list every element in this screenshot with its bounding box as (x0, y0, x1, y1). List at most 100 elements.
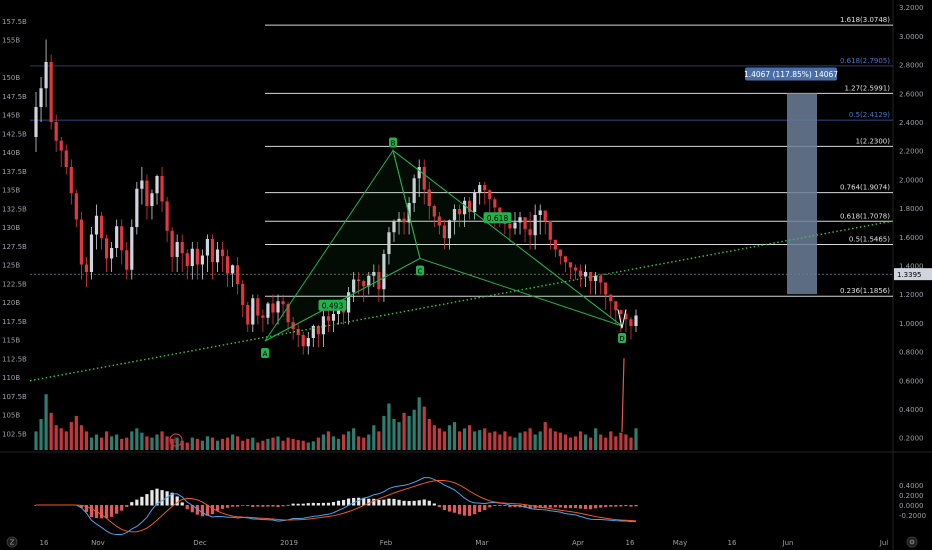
macd-histogram-bar (367, 498, 371, 506)
macd-tick-label: 0.0000 (899, 502, 924, 510)
macd-histogram-bar (553, 505, 557, 508)
macd-histogram-bar (629, 505, 633, 507)
event-marker-label: E (174, 437, 178, 445)
candle-body (523, 217, 527, 230)
macd-histogram-bar (437, 505, 441, 508)
macd-histogram-bar (624, 505, 628, 507)
price-tick-label: 150B (2, 74, 20, 82)
volume-bar (548, 428, 552, 450)
volume-bar (407, 415, 411, 450)
settings-icon (906, 536, 918, 548)
price-tick-label: 155B (2, 37, 20, 45)
volume-bar (44, 394, 48, 450)
fib-level-label: 0.764(1.9074) (840, 184, 890, 192)
candle-body (44, 62, 48, 89)
macd-histogram-bar (301, 503, 305, 506)
macd-histogram-bar (180, 502, 184, 506)
volume-bar (432, 425, 436, 450)
candle-body (594, 275, 598, 281)
candle-body (483, 185, 487, 191)
price-tick-label: 110B (2, 374, 20, 382)
candle-body (468, 200, 472, 212)
macd-histogram-bar (352, 497, 356, 506)
ratio-tick-label: 2.8000 (899, 62, 924, 70)
candle-body (160, 176, 164, 202)
macd-histogram-bar (225, 505, 230, 508)
candle-body (261, 315, 265, 318)
candle-body (513, 222, 517, 229)
macd-tick-label: 0.2000 (899, 492, 924, 500)
time-axis-label: 2019 (280, 539, 298, 547)
volume-bar (79, 425, 83, 450)
macd-histogram-bar (493, 505, 497, 506)
macd-histogram-bar (261, 505, 265, 507)
macd-histogram-bar (392, 498, 396, 506)
zoom-icon-label: Z (10, 539, 15, 547)
volume-bar (74, 415, 78, 450)
volume-bar (241, 440, 245, 450)
volume-bar (59, 428, 63, 450)
candle-body (301, 335, 305, 347)
macd-histogram-bar (175, 496, 179, 506)
macd-histogram-bar (341, 499, 346, 506)
candle-body (276, 301, 280, 313)
macd-histogram-bar (79, 505, 83, 508)
macd-histogram-bar (326, 502, 331, 506)
ratio-tick-label: 3.2000 (899, 4, 924, 12)
volume-bar (236, 436, 240, 450)
candle-body (452, 209, 457, 221)
volume-bar (215, 440, 220, 450)
macd-histogram-bar (614, 505, 618, 507)
pattern-point-label: B (391, 140, 396, 148)
volume-bar (377, 431, 381, 450)
candle-body (99, 215, 104, 239)
macd-line (36, 477, 637, 536)
candle-body (619, 310, 623, 314)
settings-icon-label: ⚙ (909, 539, 915, 547)
macd-histogram-bar (215, 505, 220, 511)
time-axis-label: Apr (572, 539, 584, 547)
candle-body (382, 254, 386, 290)
ratio-tick-label: 1.8000 (899, 205, 924, 213)
macd-histogram-bar (548, 505, 552, 508)
time-axis-label: Feb (380, 539, 393, 547)
candle-body (412, 178, 416, 203)
volume-bar (447, 425, 452, 450)
volume-bar (609, 431, 613, 450)
volume-bars (34, 394, 638, 450)
candle-body (190, 248, 194, 266)
macd-histogram-bar (462, 505, 467, 516)
candle-body (210, 239, 215, 263)
price-tick-label: 157.5B (2, 18, 27, 26)
macd-histogram-bar (543, 505, 547, 508)
price-tick-label: 107.5B (2, 393, 27, 401)
fib-level-label: 0.5(2.4129) (849, 111, 890, 119)
pattern-ratio-badge (483, 212, 512, 224)
candle-body (286, 304, 290, 323)
macd-histogram-bar (155, 488, 159, 506)
candle-body (573, 267, 578, 271)
candle-body (241, 284, 245, 305)
volume-bar (301, 440, 305, 450)
current-value-label: 1.3395 (897, 271, 922, 279)
macd-histogram-bar (311, 502, 315, 506)
macd-histogram-bar (246, 505, 250, 507)
price-tick-label: 105B (2, 412, 20, 420)
macd-histogram-bar (619, 505, 623, 507)
ratio-tick-label: 1.6000 (899, 234, 924, 242)
volume-bar (488, 432, 492, 450)
volume-bar (200, 440, 204, 450)
candle-body (34, 107, 38, 137)
price-tick-label: 142.5B (2, 130, 27, 138)
target-box (787, 93, 817, 295)
macd-histogram-bar (130, 502, 134, 506)
candle-body (225, 256, 230, 274)
volume-bar (513, 437, 517, 450)
fib-level-label: 1.27(2.5991) (844, 84, 890, 92)
candle-body (457, 209, 462, 215)
candle-body (115, 226, 119, 248)
macd-histogram-bar (422, 499, 426, 506)
volume-bar (397, 422, 401, 450)
candle-body (220, 249, 225, 257)
